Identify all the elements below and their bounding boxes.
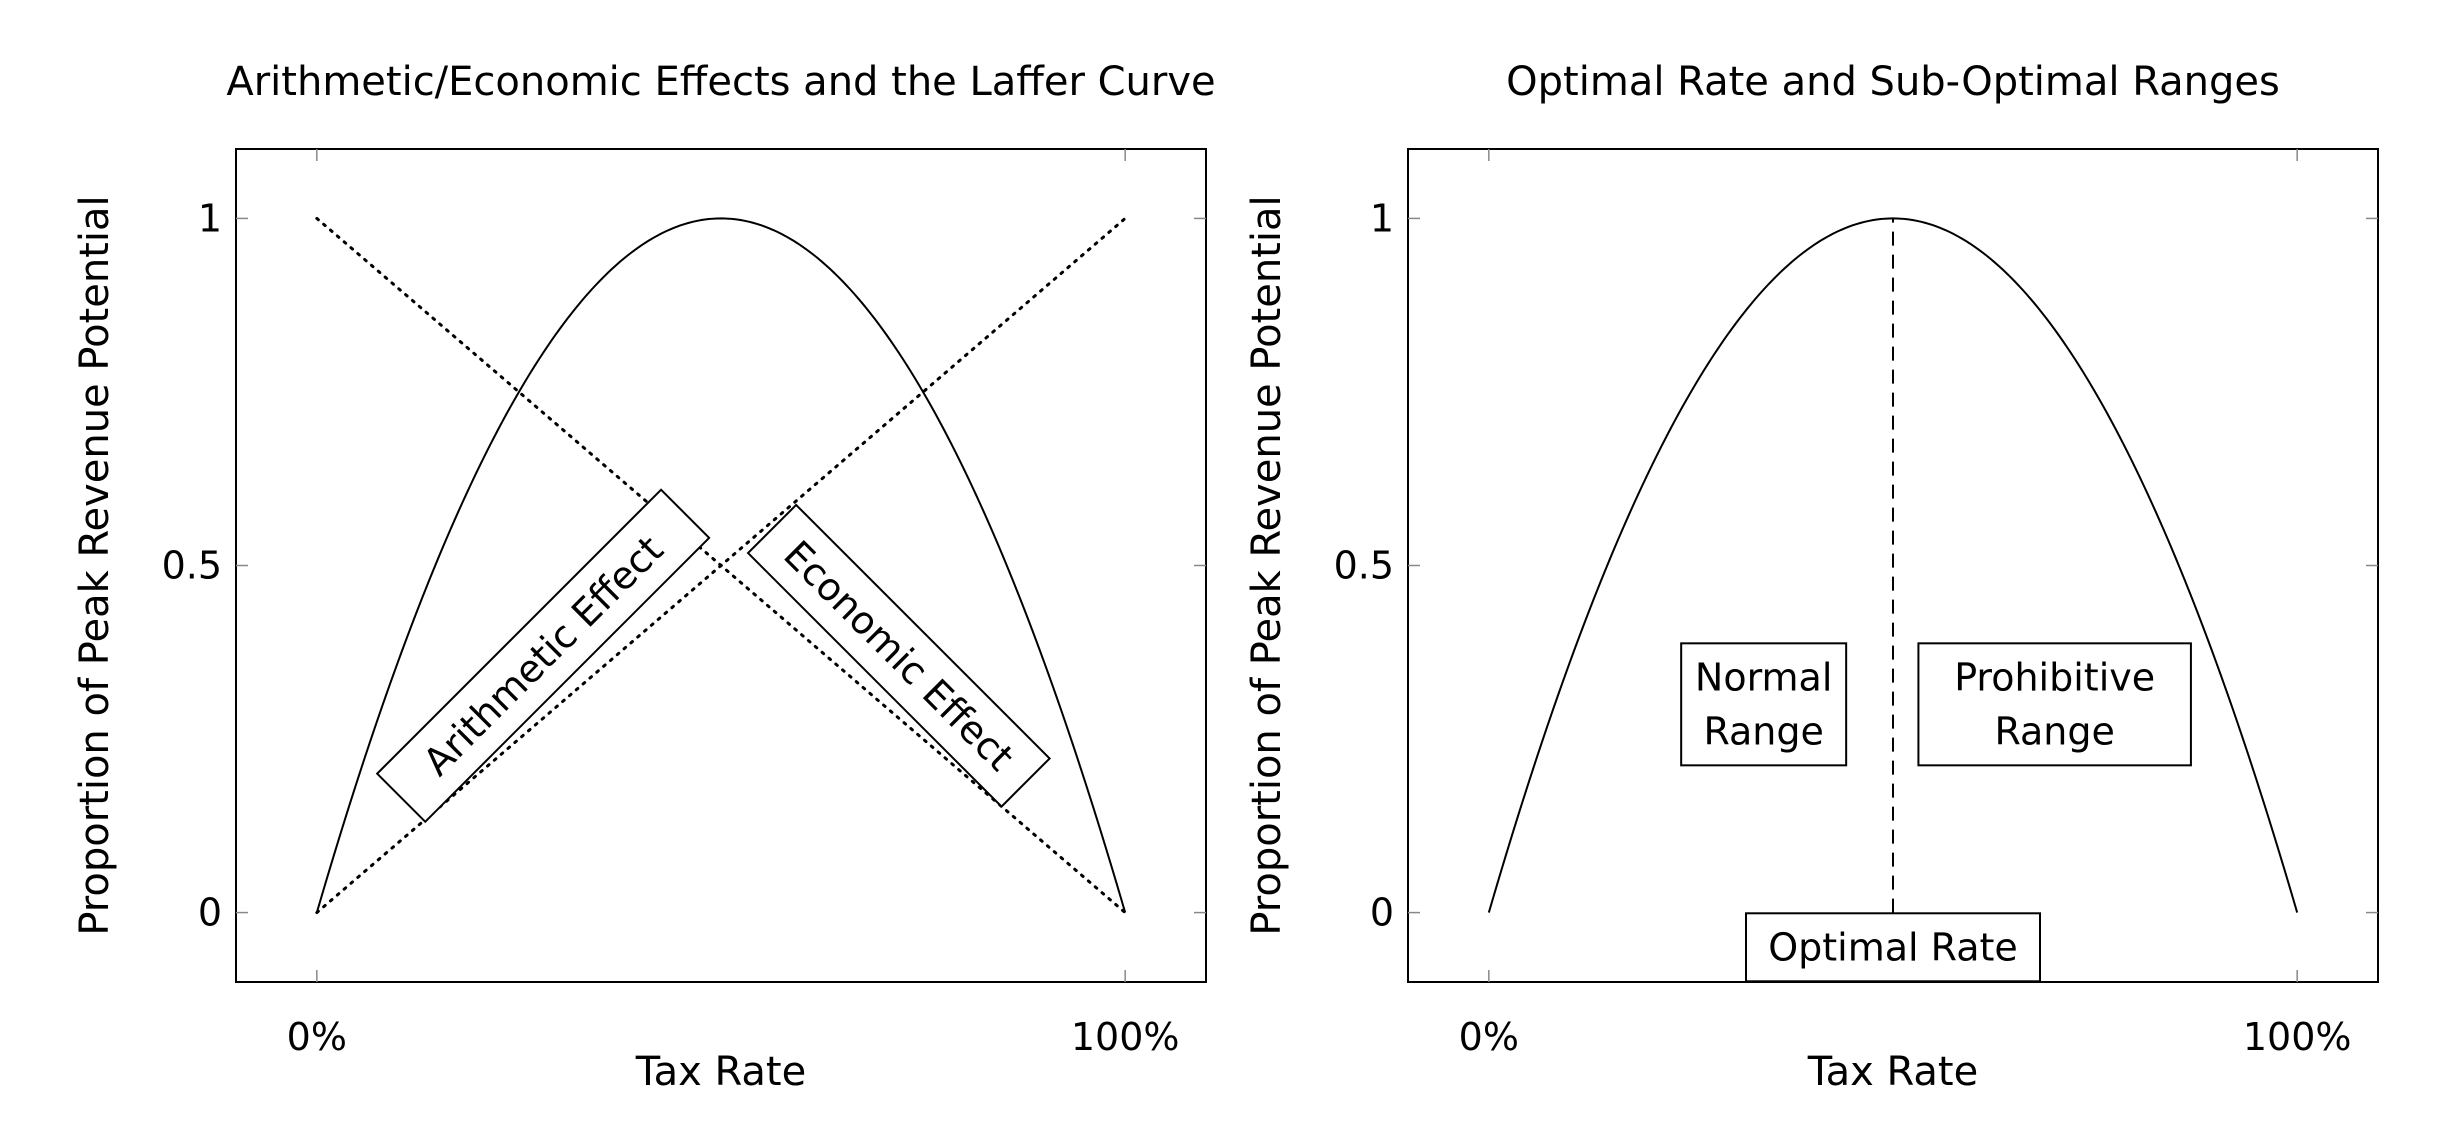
annotation-box: Optimal Rate <box>1745 912 2041 983</box>
annotation-label: Normal <box>1695 655 1833 699</box>
chart-panel-1: 0% 100% 0 0.5 1 Arithmetic/Economic Effects a… <box>72 59 1216 1095</box>
annotation-label: Range <box>1703 709 1823 753</box>
annotation-label: Economic Effect <box>775 532 1022 779</box>
annotation-frame <box>1917 642 2192 767</box>
x-axis-label: Tax Rate <box>1807 1049 1978 1095</box>
y-axis-label: Proportion of Peak Revenue Potential <box>72 195 118 935</box>
chart-title: Arithmetic/Economic Effects and the Laff… <box>226 59 1215 105</box>
chart-title: Optimal Rate and Sub-Optimal Ranges <box>1506 59 2280 105</box>
x-tick-label: 100% <box>2243 1015 2352 1059</box>
annotation-box: Normal Range <box>1680 642 1848 767</box>
y-tick-label: 1 <box>198 196 222 240</box>
y-tick-label: 0 <box>1370 891 1394 935</box>
y-tick-label: 0.5 <box>162 544 222 588</box>
annotation-frame <box>1745 912 2041 983</box>
y-tick-label: 0.5 <box>1334 544 1394 588</box>
annotation-box: Prohibitive Range <box>1917 642 2192 767</box>
annotation-label: Prohibitive <box>1954 655 2155 699</box>
x-tick-label: 0% <box>287 1015 347 1059</box>
annotation-box: Economic Effect <box>746 503 1052 808</box>
annotation-frame <box>375 488 711 824</box>
y-axis-label: Proportion of Peak Revenue Potential <box>1244 195 1290 935</box>
economic-effect-line <box>315 216 1127 915</box>
annotation-box: Arithmetic Effect <box>375 488 711 824</box>
x-tick-label: 0% <box>1459 1015 1519 1059</box>
annotation-label: Range <box>1994 709 2114 753</box>
annotation-label: Optimal Rate <box>1768 925 2018 969</box>
laffer-curve <box>315 217 1127 913</box>
y-tick-label: 1 <box>1370 196 1394 240</box>
annotation-label: Arithmetic Effect <box>415 527 672 784</box>
x-tick-label: 100% <box>1071 1015 1180 1059</box>
chart-panel-2: 0% 100% 0 0.5 1 Optimal Rate and Sub-Optimal … <box>1244 59 2379 1095</box>
x-axis-label: Tax Rate <box>635 1049 806 1095</box>
y-tick-label: 0 <box>198 891 222 935</box>
annotation-frame <box>746 503 1052 808</box>
annotation-frame <box>1680 642 1848 767</box>
